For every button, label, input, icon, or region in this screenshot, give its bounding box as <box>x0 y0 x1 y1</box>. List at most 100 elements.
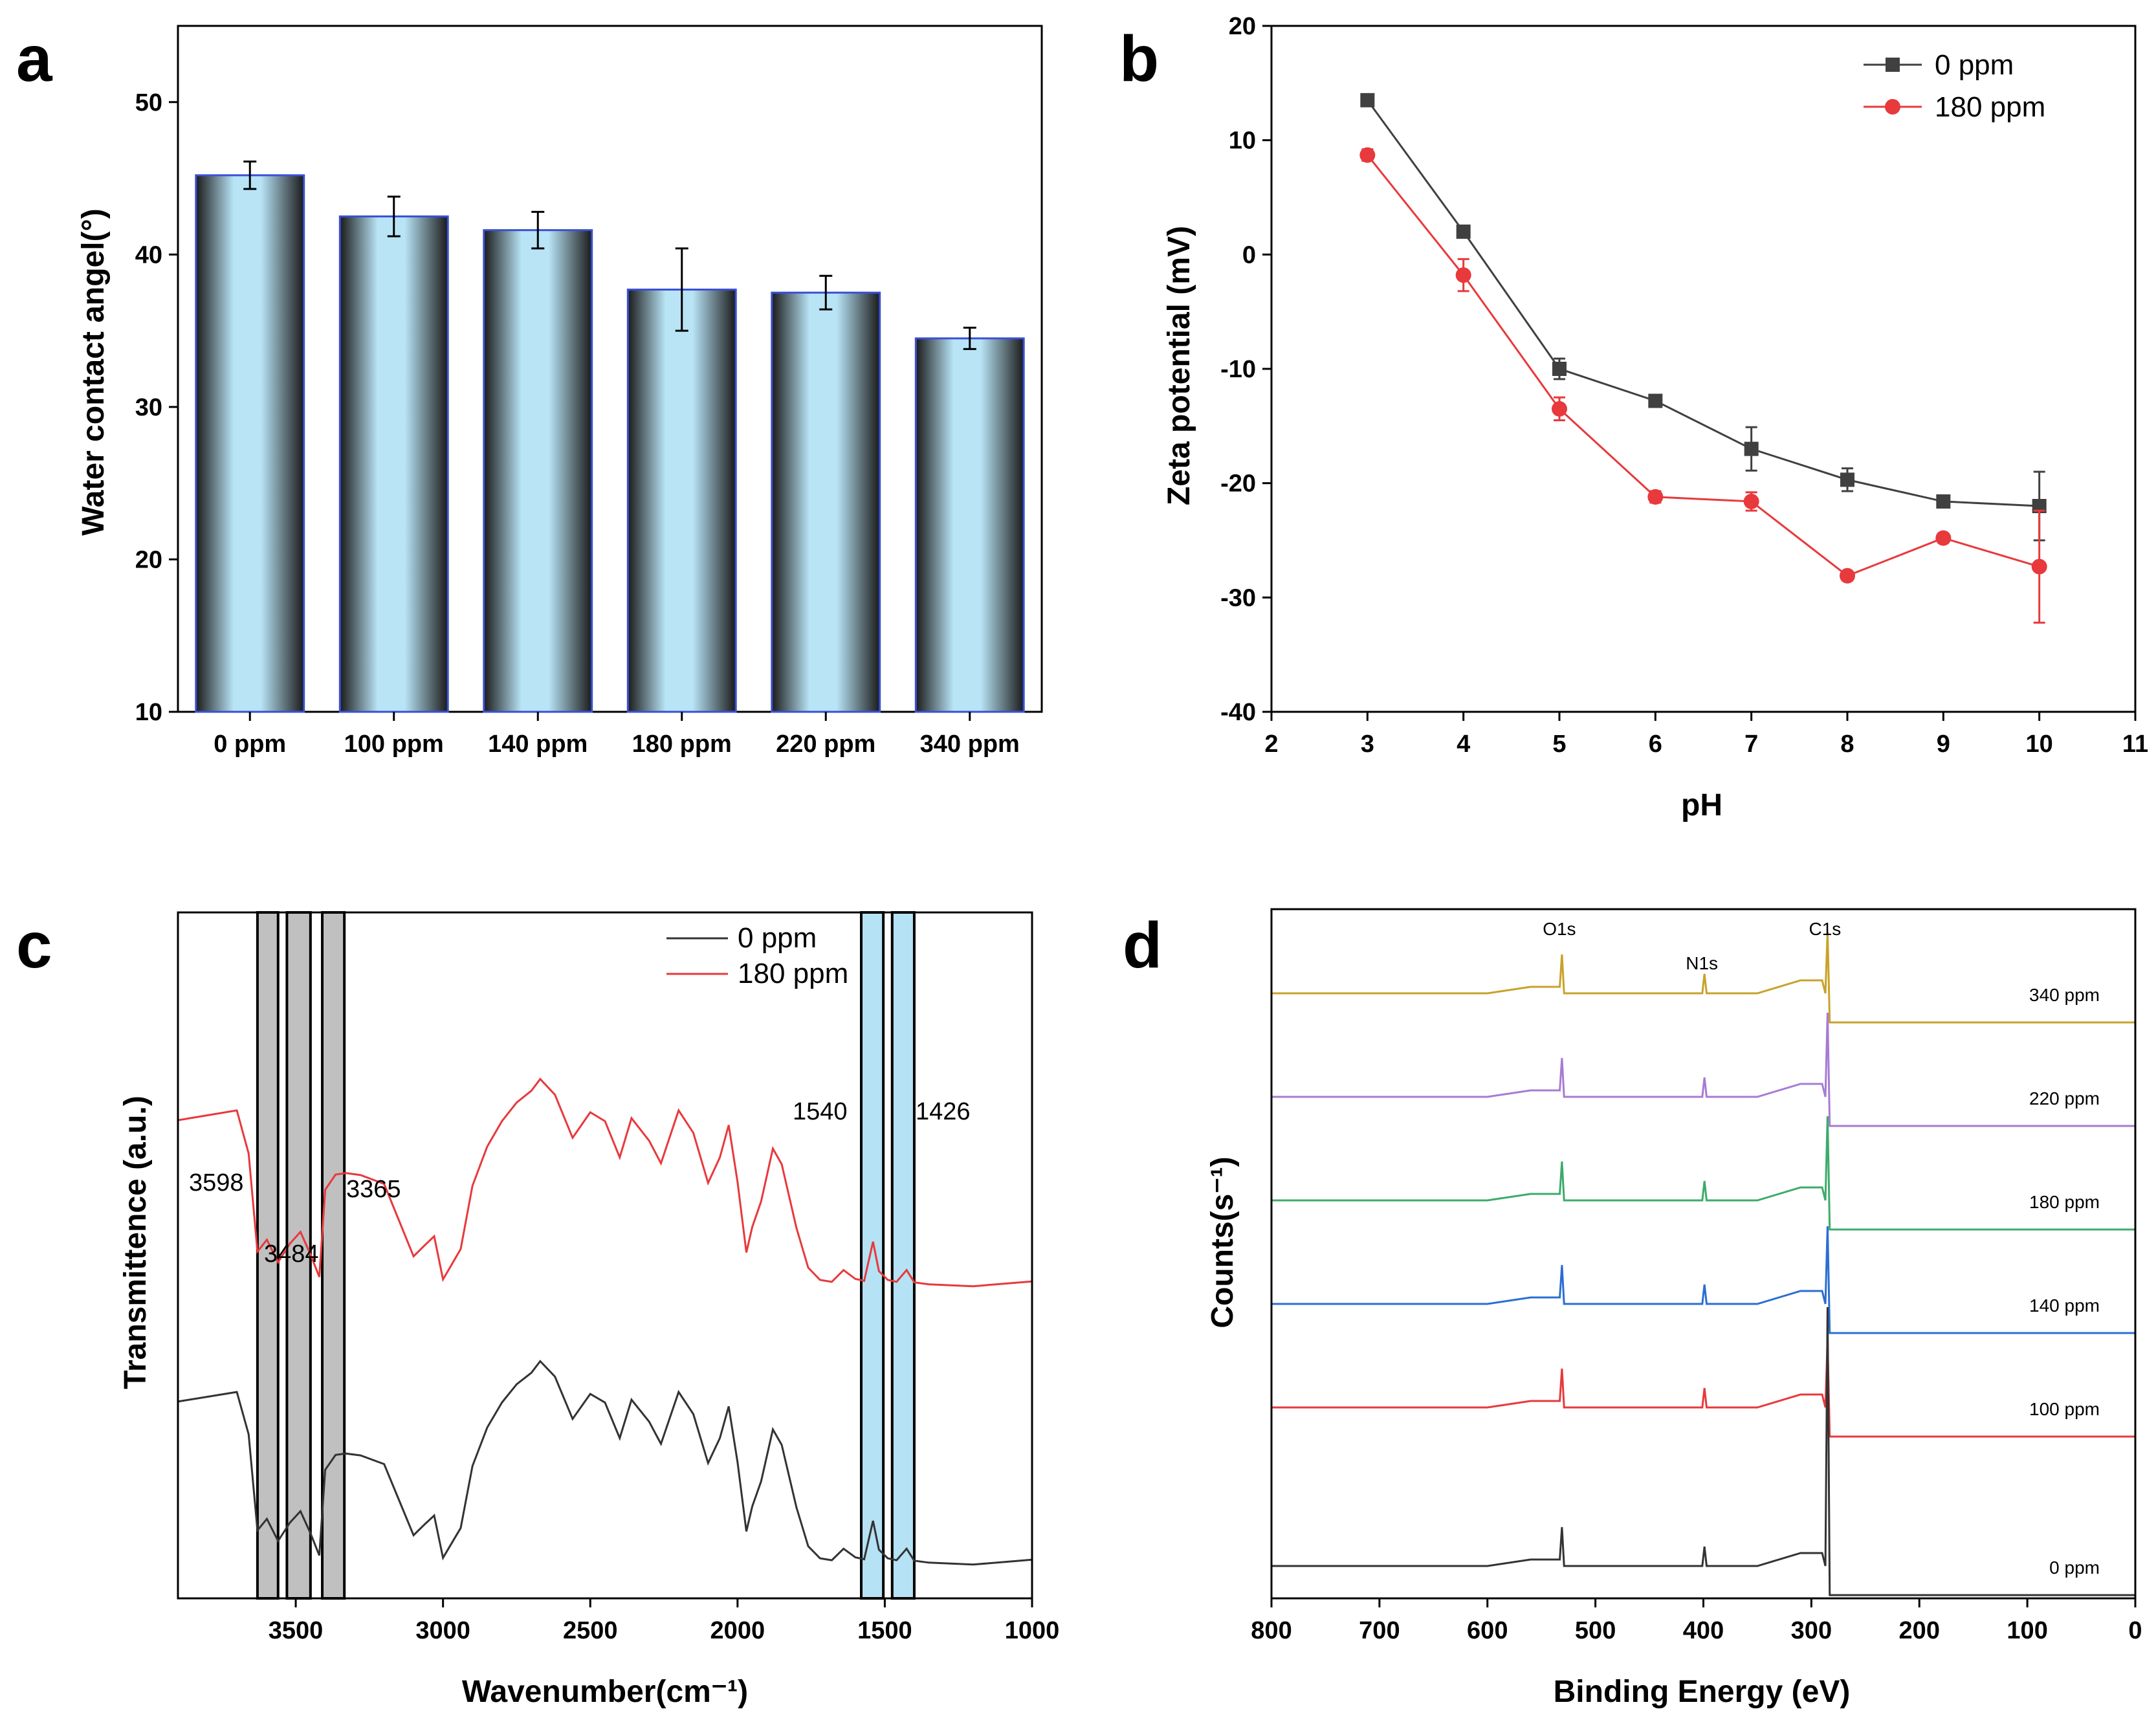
y-tick-label-a-4: 50 <box>135 89 162 116</box>
legend-label-c-1: 180 ppm <box>738 958 848 989</box>
x-tick-label-b-0: 2 <box>1264 731 1278 758</box>
panel-label-d: d <box>1123 909 1162 982</box>
chart-c-frame <box>177 911 1033 1600</box>
x-tick-label-b-5: 7 <box>1744 731 1758 758</box>
panel-label-c: c <box>16 909 52 982</box>
point-1-0 <box>1359 147 1376 163</box>
x-tick-label-a-3: 180 ppm <box>632 731 732 758</box>
chart-a: Water contact angel(°) 10 20 30 40 50 0 ppm 10… <box>76 25 1043 758</box>
legend-label-b-0: 0 ppm <box>1935 49 2014 81</box>
x-tick-label-a-4: 220 ppm <box>776 731 875 758</box>
x-tick-label-c-5: 1000 <box>1005 1617 1060 1644</box>
spectrum-0 <box>1271 931 2135 1024</box>
legend-marker-b-0 <box>1886 58 1900 72</box>
x-tick-label-b-3: 5 <box>1552 731 1566 758</box>
point-1-5 <box>1840 568 1855 584</box>
point-1-3 <box>1647 489 1664 505</box>
point-0-6 <box>1936 494 1951 509</box>
annotation-c-1: 3484 <box>264 1240 319 1268</box>
chart-d: 800 700 600 500 400 300 200 100 0 340 ppm 220 ppm 1… <box>1205 908 2142 1709</box>
chart-c-ylabel: Transmittence (a.u.) <box>118 1096 153 1389</box>
x-tick-label-b-4: 6 <box>1649 731 1662 758</box>
chart-d-xlabel: Binding Energy (eV) <box>1554 1675 1851 1709</box>
point-1-7 <box>2031 558 2047 575</box>
peak-label-0: O1s <box>1543 919 1576 939</box>
series-label-d-1: 220 ppm <box>2029 1088 2100 1108</box>
point-0-4 <box>1744 441 1759 456</box>
x-tick-label-b-6: 8 <box>1840 731 1854 758</box>
x-tick-label-b-9: 11 <box>2122 731 2148 758</box>
point-1-6 <box>1935 530 1952 546</box>
panel-label-b: b <box>1119 23 1159 95</box>
chart-b-ylabel: Zeta potential (mV) <box>1162 226 1196 505</box>
peak-label-2: C1s <box>1809 919 1842 939</box>
annotation-c-0: 3598 <box>189 1169 244 1196</box>
x-tick-label-a-2: 140 ppm <box>488 731 588 758</box>
point-1-2 <box>1552 401 1567 417</box>
bar-4 <box>771 291 881 713</box>
spectrum-line-0 <box>177 1360 1033 1566</box>
x-tick-label-d-5: 300 <box>1791 1617 1832 1644</box>
series-label-d-0: 340 ppm <box>2029 985 2100 1005</box>
x-tick-label-a-0: 0 ppm <box>214 731 286 758</box>
point-1-1 <box>1455 267 1471 283</box>
x-tick-label-a-1: 100 ppm <box>344 731 444 758</box>
spectrum-1 <box>1271 1012 2135 1127</box>
legend-label-c-0: 0 ppm <box>738 922 817 954</box>
x-tick-label-c-2: 2500 <box>563 1617 618 1644</box>
highlight-band-2 <box>321 911 346 1600</box>
x-tick-label-a-5: 340 ppm <box>920 731 1020 758</box>
y-tick-label-b-1: -30 <box>1220 584 1256 612</box>
x-tick-label-d-6: 200 <box>1899 1617 1940 1644</box>
x-tick-label-b-8: 10 <box>2026 731 2053 758</box>
chart-a-frame <box>177 25 1043 713</box>
point-0-3 <box>1648 393 1663 408</box>
spectrum-2 <box>1271 1116 2135 1231</box>
x-tick-label-c-3: 2000 <box>710 1617 765 1644</box>
x-tick-label-b-7: 9 <box>1937 731 1950 758</box>
point-0-0 <box>1360 93 1375 107</box>
chart-d-ylabel: Counts(s⁻¹) <box>1205 1156 1240 1328</box>
point-0-7 <box>2032 499 2047 513</box>
point-0-5 <box>1840 472 1854 487</box>
bar-3 <box>626 289 737 713</box>
y-tick-label-b-5: 10 <box>1229 127 1256 155</box>
x-tick-label-d-8: 0 <box>2128 1617 2142 1644</box>
legend-marker-b-1 <box>1885 99 1900 115</box>
x-tick-label-d-2: 600 <box>1467 1617 1508 1644</box>
annotation-c-4: 1426 <box>916 1098 971 1125</box>
peak-label-1: N1s <box>1686 953 1718 973</box>
y-tick-label-b-4: 0 <box>1242 241 1256 269</box>
x-tick-label-d-4: 400 <box>1683 1617 1724 1644</box>
series-label-d-3: 140 ppm <box>2029 1296 2100 1316</box>
x-tick-label-d-1: 700 <box>1359 1617 1400 1644</box>
y-tick-label-b-2: -20 <box>1220 470 1256 498</box>
x-tick-label-d-0: 800 <box>1251 1617 1292 1644</box>
x-tick-label-c-4: 1500 <box>857 1617 912 1644</box>
x-tick-label-d-3: 500 <box>1575 1617 1616 1644</box>
y-tick-label-b-0: -40 <box>1220 699 1256 726</box>
y-tick-label-a-1: 20 <box>135 546 162 573</box>
highlight-band-3 <box>860 911 885 1600</box>
spectrum-4 <box>1271 1339 2135 1438</box>
series-label-d-2: 180 ppm <box>2029 1192 2100 1212</box>
bar-2 <box>483 229 593 713</box>
series-line-0 <box>1367 99 2040 507</box>
chart-b: Zeta potential (mV) pH -40-30-20-1001020… <box>1162 13 2148 822</box>
x-tick-label-c-0: 3500 <box>269 1617 324 1644</box>
chart-c: 3500 3000 2500 2000 1500 1000 0 ppm 180 ppm 3598… <box>118 911 1060 1709</box>
spectrum-line-1 <box>177 1077 1033 1288</box>
x-tick-label-d-7: 100 <box>2007 1617 2047 1644</box>
panel-label-a: a <box>16 23 53 95</box>
y-tick-label-a-0: 10 <box>135 699 162 726</box>
x-tick-label-b-2: 4 <box>1457 731 1470 758</box>
chart-b-xlabel: pH <box>1681 788 1722 822</box>
point-1-4 <box>1743 493 1759 509</box>
x-tick-label-c-1: 3000 <box>415 1617 470 1644</box>
annotation-c-2: 3365 <box>346 1176 401 1203</box>
highlight-band-1 <box>285 911 312 1600</box>
bar-5 <box>914 337 1025 713</box>
y-tick-label-a-3: 40 <box>135 241 162 269</box>
x-tick-label-b-1: 3 <box>1361 731 1374 758</box>
